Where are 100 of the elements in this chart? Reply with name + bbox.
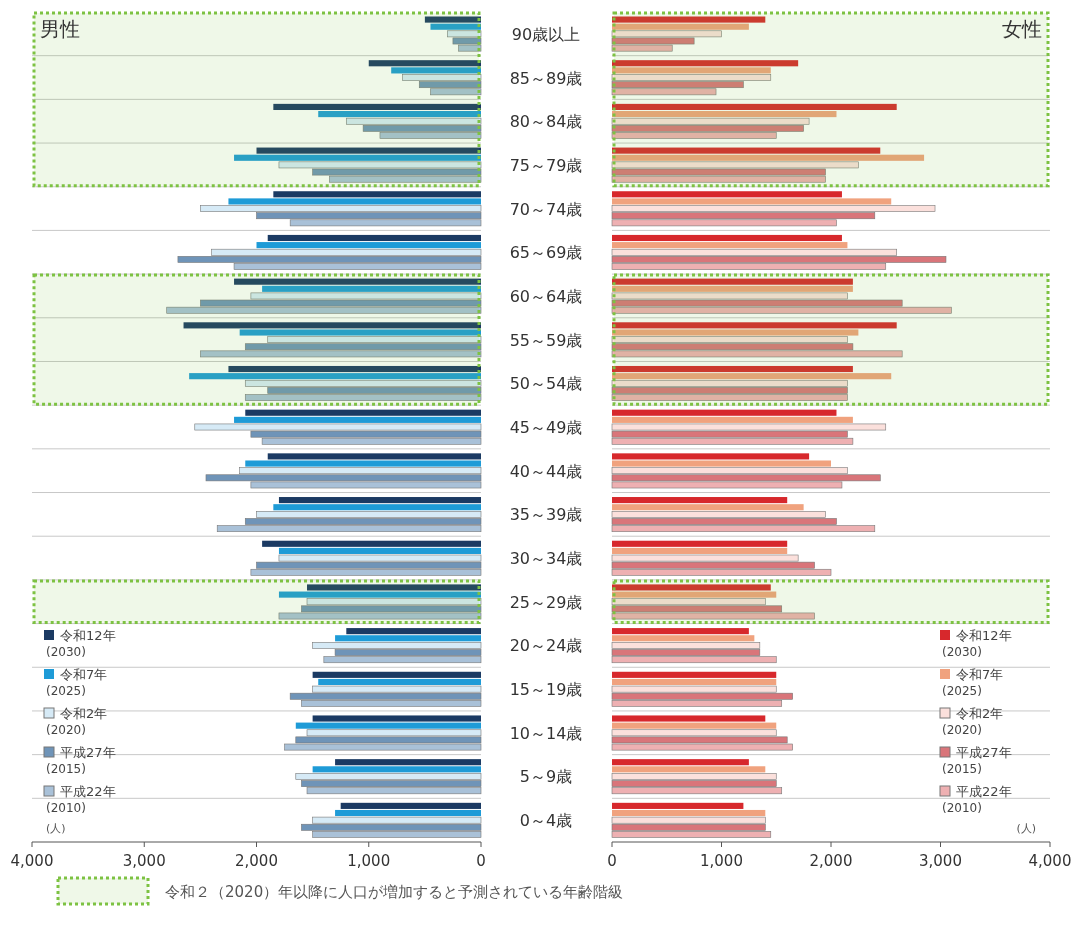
bar [256, 147, 481, 154]
chart-title: 女性 [1002, 17, 1042, 41]
bar [612, 460, 831, 467]
bar [335, 635, 481, 642]
bar [245, 409, 481, 416]
y-tick-label: 70～74歳 [509, 199, 583, 219]
y-tick-label: 0～4歳 [519, 811, 573, 831]
bar [612, 584, 771, 591]
y-tick-label: 75～79歳 [509, 155, 583, 175]
bar [612, 67, 771, 74]
bar [612, 759, 749, 766]
bar [612, 278, 853, 285]
y-tick-label: 40～44歳 [509, 461, 583, 481]
bar [312, 715, 481, 722]
bar [612, 722, 777, 729]
bar [262, 540, 481, 547]
bar [183, 322, 481, 329]
y-tick-label: 90歳以上 [511, 24, 581, 44]
bar [612, 103, 897, 110]
legend-label: 平成22年 (2010) [46, 784, 116, 815]
bar [612, 453, 810, 460]
bar [612, 635, 755, 642]
bar [278, 591, 481, 598]
bar [312, 766, 481, 773]
bar [256, 242, 481, 249]
bar [267, 453, 481, 460]
y-tick-label: 55～59歳 [509, 330, 583, 350]
bar [612, 322, 897, 329]
bar [335, 759, 481, 766]
bar [612, 234, 842, 242]
y-tick-label: 15～19歳 [509, 680, 583, 700]
bar [612, 16, 766, 23]
bar [234, 278, 481, 285]
bar [346, 628, 481, 635]
bar [307, 584, 481, 591]
x-tick-label: 1,000 [700, 852, 743, 870]
bar [612, 416, 853, 423]
x-tick-label: 0 [476, 852, 486, 870]
bar [228, 365, 481, 373]
legend-label: 令和12年 (2030) [942, 628, 1012, 659]
legend-label: 令和12年 (2030) [46, 628, 116, 659]
bar [612, 365, 853, 373]
bar [612, 766, 766, 773]
y-tick-label: 35～39歳 [509, 505, 583, 525]
x-tick-label: 1,000 [347, 852, 391, 870]
bar [612, 373, 892, 380]
bar [262, 285, 481, 292]
bar [424, 16, 481, 23]
bar [612, 329, 859, 336]
text: 令和２（2020）年以降に人口が増加すると予測されている年齢階級 [165, 883, 624, 901]
bar [245, 460, 481, 467]
bar [612, 547, 788, 554]
y-tick-label: 65～69歳 [509, 243, 583, 263]
bar [340, 802, 481, 809]
bar [612, 671, 777, 678]
bar [239, 329, 481, 336]
bar [612, 111, 837, 118]
bar [273, 191, 481, 198]
y-tick-label: 25～29歳 [509, 592, 583, 612]
bar [612, 802, 744, 809]
x-tick-label: 2,000 [809, 852, 853, 870]
bar [612, 147, 881, 154]
bar [234, 416, 481, 423]
bar [273, 504, 481, 511]
legend-label: 令和2年 (2020) [46, 706, 108, 737]
legend-label: 令和2年 (2020) [942, 706, 1004, 737]
bar [318, 111, 481, 118]
x-tick-label: 3,000 [919, 852, 962, 870]
x-tick-label: 4,000 [10, 852, 54, 870]
bar [267, 234, 481, 242]
bar [612, 504, 804, 511]
x-tick-label: 3,000 [122, 852, 166, 870]
legend-label: 令和7年 (2025) [942, 667, 1004, 698]
legend-label: 令和7年 (2025) [46, 667, 108, 698]
bar [612, 628, 749, 635]
bar [430, 23, 481, 30]
bar [612, 60, 799, 67]
bar [612, 198, 892, 205]
bar [612, 678, 777, 686]
bar [278, 547, 481, 554]
annotation: (人) [1016, 822, 1036, 835]
y-tick-label: 85～89歳 [509, 68, 583, 88]
legend-label: 平成27年 (2015) [46, 745, 116, 776]
bar [612, 191, 842, 198]
y-tick-label: 10～14歳 [509, 723, 583, 743]
bar [335, 809, 481, 817]
x-tick-label: 4,000 [1028, 852, 1072, 870]
bar [612, 591, 777, 598]
bar [612, 242, 848, 249]
y-tick-label: 45～49歳 [509, 418, 583, 437]
y-tick-label: 5～9歳 [519, 767, 573, 787]
x-tick-label: 2,000 [235, 852, 278, 870]
bar [318, 678, 481, 686]
bar [312, 671, 481, 678]
bar [368, 60, 481, 67]
bar [612, 497, 788, 504]
bar [612, 23, 749, 30]
annotation: (人) [46, 822, 66, 835]
bar [612, 409, 837, 416]
bar [234, 154, 481, 161]
